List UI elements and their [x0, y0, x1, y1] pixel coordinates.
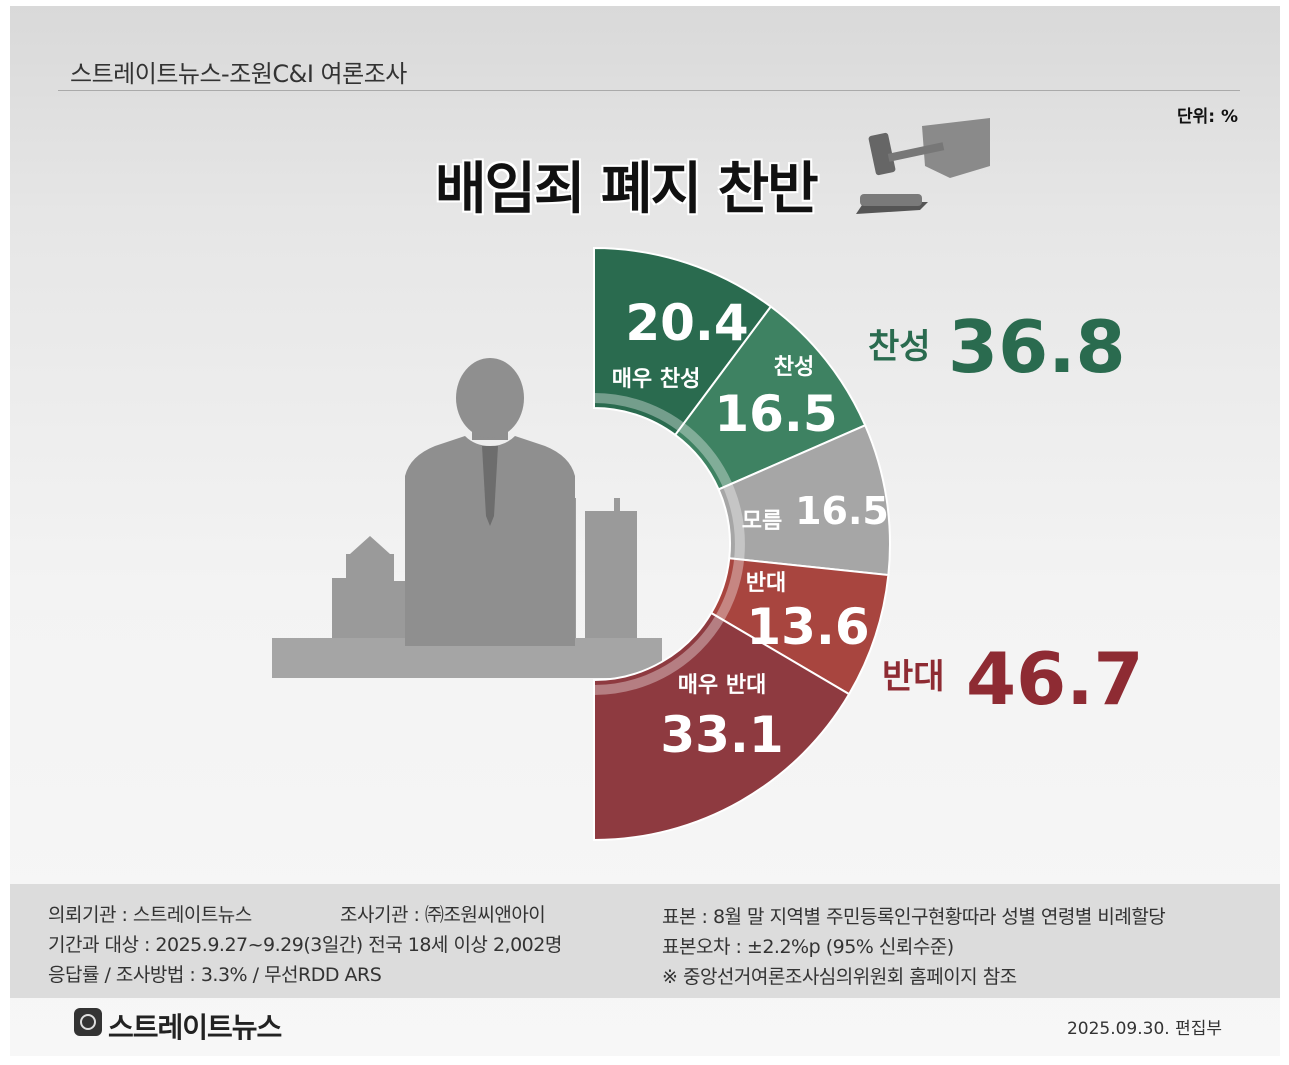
slice-label-agree: 찬성: [774, 355, 814, 380]
donut-chart: [593, 246, 891, 842]
donut-inner-highlight: [593, 393, 745, 695]
gavel-icon: [856, 118, 990, 214]
slice-label-very-agree-value: 20.4: [625, 294, 748, 352]
footer-method: 응답률 / 조사방법 : 3.3% / 무선RDD ARS: [48, 964, 382, 986]
footer-note: ※ 중앙선거여론조사심의위원회 홈페이지 참조: [662, 966, 1017, 988]
total-disagree-label: 반대: [882, 657, 945, 697]
chart-area: 20.4 매우 찬성 찬성 16.5 모름 16.5 반대 13.6 매우 반대…: [272, 118, 1144, 842]
slice-label-very-disagree: 매우 반대: [678, 673, 767, 698]
footer-error: 표본오차 : ±2.2%p (95% 신뢰수준): [662, 936, 954, 958]
header-divider: [58, 90, 1240, 91]
survey-info-box: 의뢰기관 : 스트레이트뉴스 조사기관 : ㈜조원씨앤아이 기간과 대상 : 2…: [10, 884, 1280, 998]
slice-label-disagree-value: 13.6: [746, 598, 869, 656]
slice-label-unknown-value: 16.5: [795, 489, 889, 533]
slice-label-disagree: 반대: [746, 571, 786, 596]
total-disagree: 반대 46.7: [882, 637, 1144, 721]
survey-source-title: 스트레이트뉴스-조원C&I 여론조사: [70, 60, 407, 88]
slice-labels: 20.4 매우 찬성 찬성 16.5 모름 16.5 반대 13.6 매우 반대…: [612, 294, 889, 764]
slice-very-agree: [593, 246, 773, 437]
footer-agency: 조사기관 : ㈜조원씨앤아이: [340, 904, 546, 926]
chart-title: 배임죄 폐지 찬반: [435, 157, 819, 222]
total-agree-label: 찬성: [868, 327, 931, 367]
unit-label: 단위: %: [1176, 107, 1238, 127]
total-agree: 찬성 36.8: [868, 305, 1126, 389]
footer-period: 기간과 대상 : 2025.9.27~9.29(3일간) 전국 18세 이상 2…: [48, 934, 562, 956]
slice-label-very-disagree-value: 33.1: [660, 706, 783, 764]
total-agree-value: 36.8: [948, 305, 1126, 389]
slice-label-unknown: 모름: [742, 509, 782, 534]
footer-client: 의뢰기관 : 스트레이트뉴스: [48, 904, 252, 926]
footer-sample: 표본 : 8월 말 지역별 주민등록인구현황따라 성별 연령별 비례할당: [662, 906, 1166, 928]
brand-name: 스트레이트뉴스: [108, 1011, 282, 1044]
businessman-silhouette-illustration: [272, 358, 662, 678]
infographic-card: 스트레이트뉴스-조원C&I 여론조사 단위: %: [10, 6, 1280, 1056]
publish-date: 2025.09.30. 편집부: [1066, 1019, 1222, 1039]
slice-label-agree-value: 16.5: [714, 385, 837, 443]
brand-emblem-icon: [74, 1008, 102, 1036]
total-disagree-value: 46.7: [966, 637, 1144, 721]
slice-very-disagree: [593, 611, 851, 842]
slice-label-very-agree: 매우 찬성: [612, 367, 701, 392]
